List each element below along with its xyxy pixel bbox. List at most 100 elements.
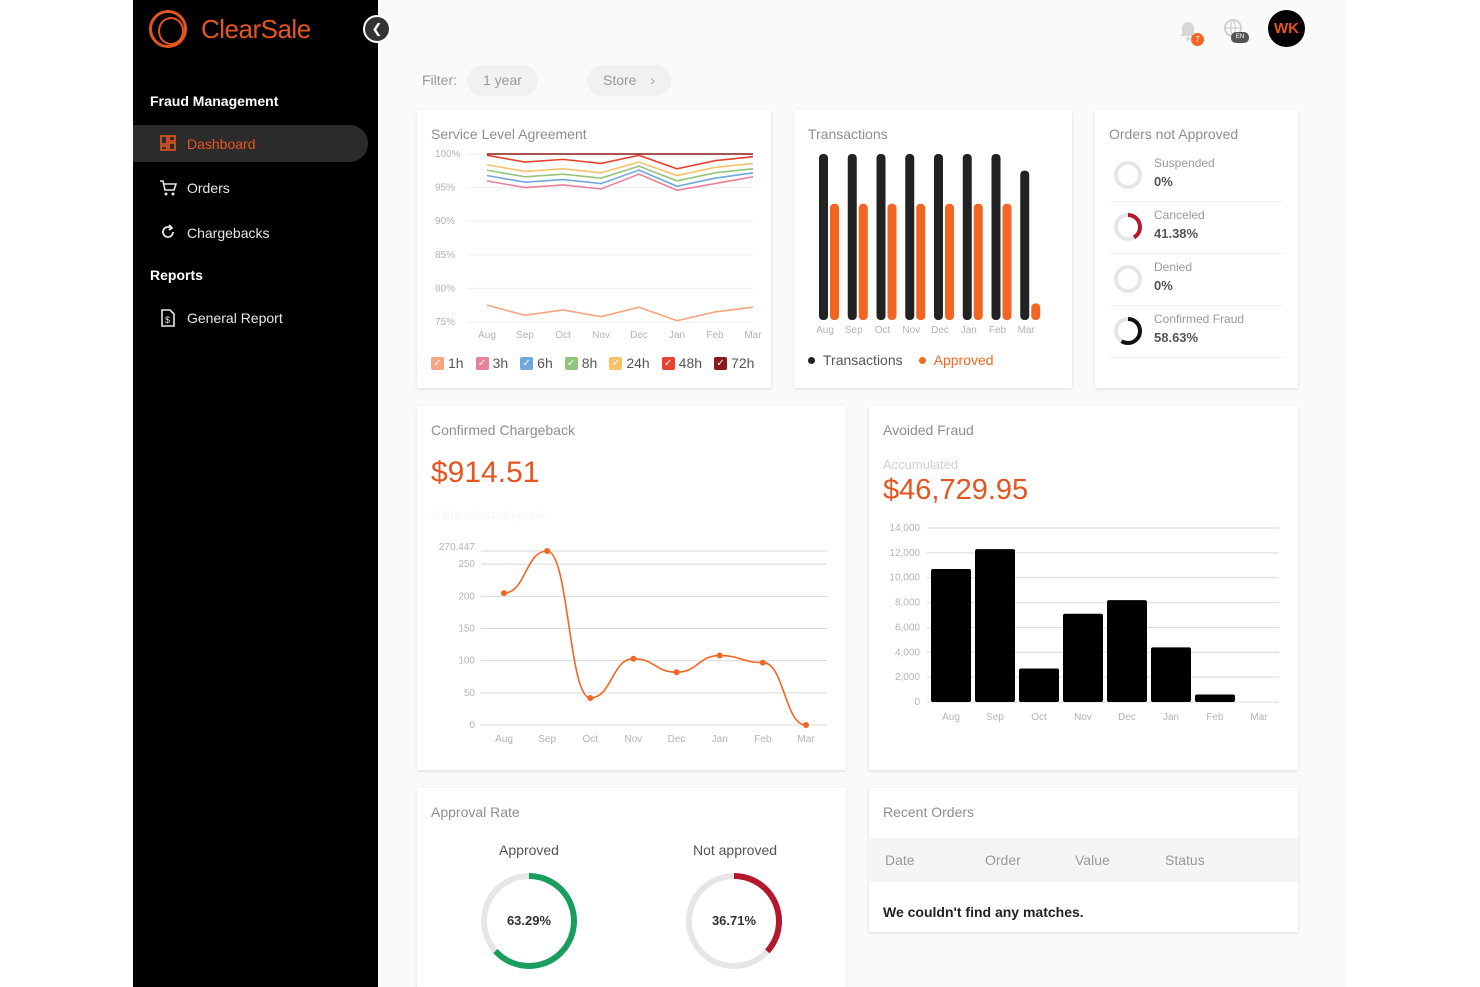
x-tick-label: Dec: [630, 330, 648, 341]
bar-transactions-oct[interactable]: [876, 154, 886, 320]
bar-transactions-nov[interactable]: [905, 154, 915, 320]
x-tick-label: Jan: [1163, 712, 1179, 723]
row-value: 0%: [1154, 278, 1173, 293]
legend-item-48h[interactable]: ✓ 48h: [661, 355, 702, 371]
collapse-sidebar-button[interactable]: ❮: [363, 15, 391, 43]
logo[interactable]: ClearSale: [149, 10, 311, 48]
sidebar-item-orders[interactable]: Orders: [133, 169, 368, 206]
language-badge: EN: [1231, 32, 1249, 43]
series-line-3h[interactable]: [486, 173, 754, 192]
bar-transactions-sep[interactable]: [847, 154, 857, 320]
confirmed-chargeback-card: Confirmed Chargeback $914.51 in the sele…: [417, 406, 846, 770]
legend-dot-approved: [918, 356, 926, 364]
progress-ring-icon: [1114, 265, 1142, 293]
not-approved-ring-fill[interactable]: [686, 873, 782, 969]
bar-transactions-dec[interactable]: [934, 154, 943, 320]
bar-approved-oct[interactable]: [887, 203, 897, 320]
series-line-8h[interactable]: [486, 165, 754, 182]
orders-not-approved-row-canceled[interactable]: Canceled 41.38%: [1109, 202, 1284, 254]
column-header-date[interactable]: Date: [885, 852, 915, 868]
column-header-order[interactable]: Order: [985, 852, 1021, 868]
sidebar-item-general-report[interactable]: $ General Report: [133, 299, 368, 336]
bar-approved-jan[interactable]: [973, 203, 983, 320]
y-tick-label: 0: [914, 697, 920, 708]
column-header-status[interactable]: Status: [1165, 852, 1205, 868]
report-icon: $: [159, 308, 177, 327]
series-line-24h[interactable]: [486, 161, 754, 177]
orders-not-approved-card: Orders not Approved Suspended 0% Canceled 4…: [1095, 110, 1298, 388]
period-filter-chip[interactable]: 1 year: [467, 65, 538, 96]
bar-aug[interactable]: [931, 569, 971, 702]
series-line-48h[interactable]: [486, 154, 754, 170]
checkbox-icon: ✓: [520, 356, 534, 370]
bar-approved-mar[interactable]: [1031, 303, 1041, 320]
legend-item-6h[interactable]: ✓ 6h: [520, 355, 553, 371]
bar-transactions-jan[interactable]: [962, 154, 972, 320]
bar-approved-nov[interactable]: [916, 203, 926, 320]
filter-label: Filter:: [422, 72, 457, 88]
data-point-jan[interactable]: [716, 652, 723, 659]
data-point-feb[interactable]: [759, 659, 766, 666]
sla-card: Service Level Agreement 100% 95% 90% 85% 80%…: [417, 110, 771, 388]
bar-feb[interactable]: [1195, 694, 1235, 702]
refresh-icon: [159, 223, 177, 242]
x-tick-label: Aug: [495, 734, 513, 745]
bar-dec[interactable]: [1107, 600, 1147, 702]
orders-not-approved-row-denied[interactable]: Denied 0%: [1109, 254, 1284, 306]
x-tick-label: Mar: [1250, 712, 1268, 723]
series-line-1h[interactable]: [486, 304, 754, 322]
legend-item-24h[interactable]: ✓ 24h: [609, 355, 650, 371]
x-tick-label: Nov: [1074, 712, 1092, 723]
x-tick-label: Dec: [1118, 712, 1136, 723]
notifications-button[interactable]: 7: [1178, 18, 1204, 49]
data-point-aug[interactable]: [501, 590, 507, 597]
legend-approved[interactable]: Approved: [918, 352, 994, 368]
bar-oct[interactable]: [1019, 668, 1059, 702]
not-approved-label: Not approved: [692, 842, 778, 858]
sidebar-item-dashboard[interactable]: Dashboard: [133, 125, 368, 162]
orders-not-approved-row-suspended[interactable]: Suspended 0%: [1109, 150, 1284, 202]
bar-approved-aug[interactable]: [830, 203, 839, 320]
legend-item-8h[interactable]: ✓ 8h: [564, 355, 597, 371]
orders-not-approved-row-confirmed-fraud[interactable]: Confirmed Fraud 58.63%: [1109, 306, 1284, 358]
sla-legend: ✓ 1h ✓ 3h ✓ 6h ✓ 8h ✓ 24h ✓ 48h ✓ 72h: [431, 355, 760, 371]
ring-fill: [1114, 317, 1142, 345]
data-point-oct[interactable]: [587, 694, 594, 701]
row-value: 58.63%: [1154, 330, 1199, 345]
legend-transactions[interactable]: Transactions: [808, 352, 903, 368]
bar-approved-dec[interactable]: [945, 203, 954, 320]
bar-approved-sep[interactable]: [858, 203, 868, 320]
bar-nov[interactable]: [1063, 613, 1103, 702]
bar-jan[interactable]: [1151, 647, 1191, 702]
approval-rate-card: Approval Rate Approved Not approved 63.2…: [417, 788, 846, 987]
column-header-value[interactable]: Value: [1075, 852, 1110, 868]
app-root: ClearSale Fraud Management Dashboard Ord…: [133, 0, 1346, 987]
approved-ring-fill[interactable]: [481, 873, 577, 969]
legend-item-1h[interactable]: ✓ 1h: [431, 355, 464, 371]
sla-title: Service Level Agreement: [431, 126, 587, 142]
chargeback-line: [503, 550, 807, 726]
row-value: 41.38%: [1154, 226, 1199, 241]
data-point-sep[interactable]: [544, 548, 551, 554]
bar-approved-feb[interactable]: [1002, 203, 1012, 320]
data-point-dec[interactable]: [673, 669, 680, 676]
x-tick-label: Nov: [625, 734, 643, 745]
sidebar-item-label: Orders: [187, 179, 230, 196]
data-point-nov[interactable]: [630, 655, 637, 662]
user-avatar[interactable]: WK: [1268, 10, 1305, 47]
legend-item-72h[interactable]: ✓ 72h: [714, 355, 754, 371]
y-tick-label: 75%: [435, 317, 455, 328]
bar-transactions-aug[interactable]: [819, 154, 828, 320]
bar-transactions-feb[interactable]: [991, 154, 1001, 320]
language-button[interactable]: EN: [1223, 18, 1249, 45]
legend-item-3h[interactable]: ✓ 3h: [475, 355, 508, 371]
series-line-6h[interactable]: [486, 169, 754, 188]
bar-transactions-mar[interactable]: [1020, 170, 1030, 320]
bar-sep[interactable]: [975, 549, 1015, 702]
transactions-legend: Transactions Approved: [808, 352, 994, 368]
row-label: Canceled: [1154, 208, 1205, 222]
store-filter-chip[interactable]: Store ›: [587, 65, 672, 96]
sidebar-item-chargebacks[interactable]: Chargebacks: [133, 214, 368, 251]
recent-orders-card: Recent Orders Date Order Value Status We…: [869, 788, 1298, 932]
data-point-mar[interactable]: [803, 722, 809, 728]
